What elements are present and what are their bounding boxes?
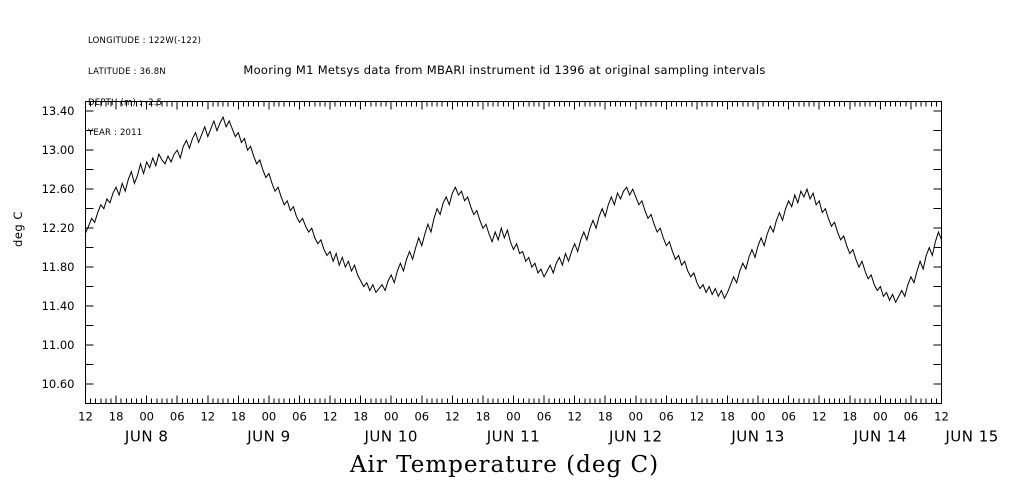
series-line-air-temperature xyxy=(85,115,942,304)
y-tick-label: 12.20 xyxy=(42,221,75,235)
x-tick-label: 18 xyxy=(109,410,124,424)
x-tick-label: 12 xyxy=(690,410,705,424)
x-day-label: JUN 14 xyxy=(853,428,907,446)
x-day-label: JUN 8 xyxy=(124,428,168,446)
metadata-longitude: LONGITUDE : 122W(-122) xyxy=(88,36,202,47)
x-day-label: JUN 9 xyxy=(246,428,290,446)
x-day-label: JUN 15 xyxy=(944,428,998,446)
x-axis-title: Air Temperature (deg C) xyxy=(349,452,660,478)
x-tick-label: 18 xyxy=(231,410,246,424)
x-tick-label: 00 xyxy=(873,410,888,424)
y-tick-label: 10.60 xyxy=(42,377,75,391)
y-axis-title: deg C xyxy=(11,211,25,247)
x-tick-label: 18 xyxy=(353,410,368,424)
x-day-label: JUN 12 xyxy=(608,428,662,446)
x-tick-label: 18 xyxy=(476,410,491,424)
y-tick-label: 13.40 xyxy=(42,104,75,118)
y-tick-label: 11.40 xyxy=(42,299,75,313)
x-tick-label: 12 xyxy=(78,410,93,424)
x-tick-label: 12 xyxy=(445,410,460,424)
x-tick-label: 12 xyxy=(934,410,949,424)
y-tick-label: 11.00 xyxy=(42,338,75,352)
x-tick-label: 06 xyxy=(904,410,919,424)
x-tick-label: 06 xyxy=(659,410,674,424)
x-tick-label: 12 xyxy=(200,410,215,424)
x-tick-label: 00 xyxy=(628,410,643,424)
x-tick-label: 06 xyxy=(537,410,552,424)
y-tick-label: 13.00 xyxy=(42,143,75,157)
x-tick-label: 06 xyxy=(781,410,796,424)
x-tick-label: 12 xyxy=(567,410,582,424)
x-day-label: JUN 10 xyxy=(363,428,417,446)
y-tick-label: 11.80 xyxy=(42,260,75,274)
x-tick-label: 18 xyxy=(720,410,735,424)
x-day-label: JUN 13 xyxy=(730,428,784,446)
x-tick-label: 06 xyxy=(414,410,429,424)
x-tick-label: 12 xyxy=(323,410,338,424)
x-tick-label: 00 xyxy=(751,410,766,424)
x-tick-label: 00 xyxy=(384,410,399,424)
metadata-depth: DEPTH (m) : -2.5 xyxy=(88,97,163,108)
y-tick-label: 12.60 xyxy=(42,182,75,196)
x-tick-label: 00 xyxy=(139,410,154,424)
x-day-label: JUN 11 xyxy=(486,428,540,446)
chart-title: Mooring M1 Metsys data from MBARI instru… xyxy=(243,63,766,77)
metadata-year: YEAR : 2011 xyxy=(88,128,143,139)
metadata-block: LONGITUDE : 122W(-122) LATITUDE : 36.8N … xyxy=(88,16,201,159)
x-tick-label: 18 xyxy=(598,410,613,424)
x-tick-label: 06 xyxy=(292,410,307,424)
plot-frame xyxy=(84,100,943,405)
x-tick-label: 00 xyxy=(262,410,277,424)
x-tick-label: 12 xyxy=(812,410,827,424)
metadata-latitude: LATITUDE : 36.8N xyxy=(88,67,166,78)
x-tick-label: 18 xyxy=(842,410,857,424)
x-tick-label: 06 xyxy=(170,410,185,424)
x-tick-label: 00 xyxy=(506,410,521,424)
